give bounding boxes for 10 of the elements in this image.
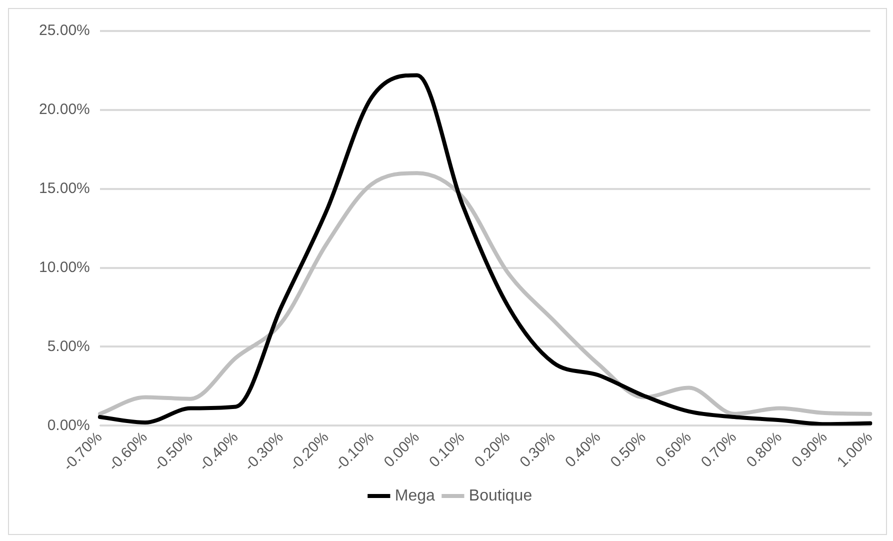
y-tick-label: 5.00% [47,338,90,355]
line-series [98,73,872,426]
y-tick-label: 25.00% [39,22,90,40]
legend-label: Boutique [468,487,532,504]
legend-label: Mega [394,487,436,504]
y-tick-label: 0.00% [47,416,90,434]
y-tick-label: 10.00% [39,258,90,276]
y-tick-label: 20.00% [39,101,90,118]
line-series [98,171,872,416]
y-tick-label: 15.00% [39,180,90,198]
